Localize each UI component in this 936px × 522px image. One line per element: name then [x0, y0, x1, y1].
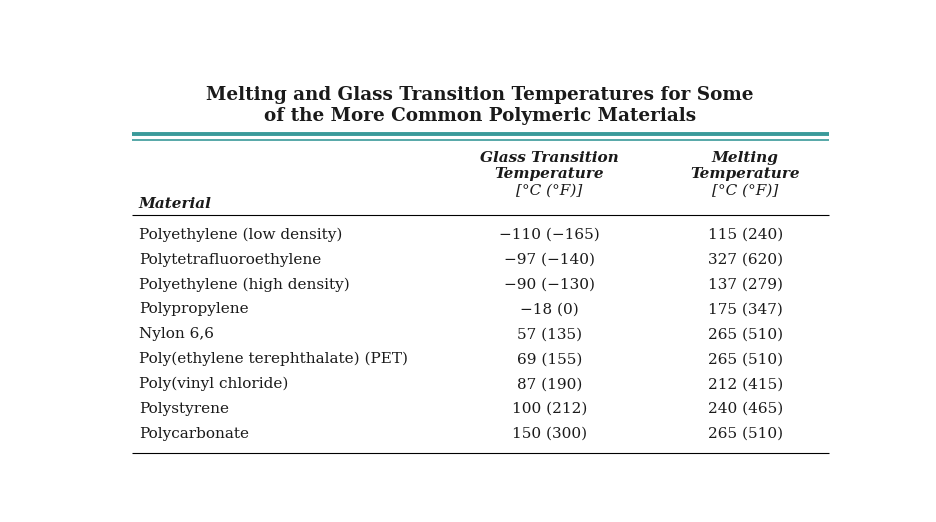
- Text: Polyethylene (low density): Polyethylene (low density): [139, 228, 342, 242]
- Text: 327 (620): 327 (620): [707, 253, 782, 267]
- Text: of the More Common Polymeric Materials: of the More Common Polymeric Materials: [264, 106, 695, 125]
- Text: Polypropylene: Polypropylene: [139, 302, 248, 316]
- Text: 240 (465): 240 (465): [707, 402, 782, 416]
- Text: Glass Transition: Glass Transition: [479, 151, 618, 165]
- Text: 265 (510): 265 (510): [707, 427, 782, 441]
- Text: −97 (−140): −97 (−140): [504, 253, 594, 267]
- Text: 137 (279): 137 (279): [707, 278, 782, 291]
- Text: Polycarbonate: Polycarbonate: [139, 427, 249, 441]
- Text: 212 (415): 212 (415): [707, 377, 782, 391]
- Text: Temperature: Temperature: [690, 168, 799, 181]
- Text: 265 (510): 265 (510): [707, 352, 782, 366]
- Text: −18 (0): −18 (0): [519, 302, 578, 316]
- Text: Polystyrene: Polystyrene: [139, 402, 228, 416]
- Text: 150 (300): 150 (300): [511, 427, 586, 441]
- Text: 115 (240): 115 (240): [707, 228, 782, 242]
- Text: Nylon 6,6: Nylon 6,6: [139, 327, 213, 341]
- Text: 69 (155): 69 (155): [516, 352, 581, 366]
- Text: Polyethylene (high density): Polyethylene (high density): [139, 277, 349, 292]
- Text: 87 (190): 87 (190): [516, 377, 581, 391]
- Text: 175 (347): 175 (347): [707, 302, 782, 316]
- Text: Poly(ethylene terephthalate) (PET): Poly(ethylene terephthalate) (PET): [139, 352, 407, 366]
- Text: [°C (°F)]: [°C (°F)]: [516, 183, 582, 197]
- Text: [°C (°F)]: [°C (°F)]: [711, 183, 778, 197]
- Text: Material: Material: [139, 197, 212, 211]
- Text: −90 (−130): −90 (−130): [504, 278, 594, 291]
- Text: Melting: Melting: [711, 151, 778, 165]
- Text: Polytetrafluoroethylene: Polytetrafluoroethylene: [139, 253, 321, 267]
- Text: 100 (212): 100 (212): [511, 402, 586, 416]
- Text: 265 (510): 265 (510): [707, 327, 782, 341]
- Text: 57 (135): 57 (135): [516, 327, 581, 341]
- Text: Poly(vinyl chloride): Poly(vinyl chloride): [139, 377, 288, 392]
- Text: −110 (−165): −110 (−165): [498, 228, 599, 242]
- Text: Temperature: Temperature: [494, 168, 604, 181]
- Text: Melting and Glass Transition Temperatures for Some: Melting and Glass Transition Temperature…: [206, 86, 753, 104]
